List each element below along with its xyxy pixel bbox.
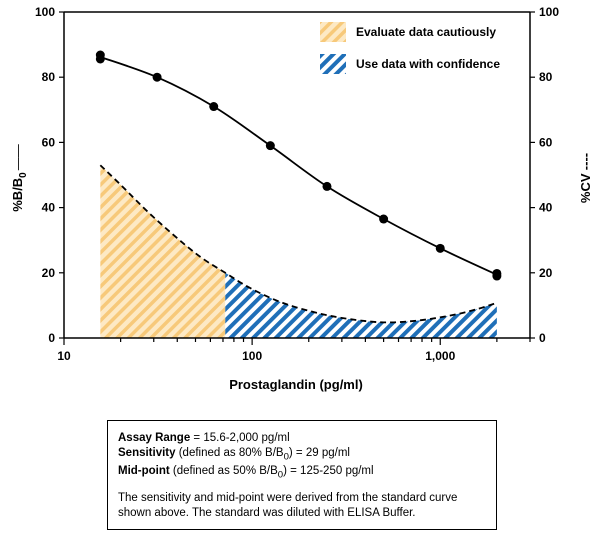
y2-axis-title-marker: ---- — [578, 153, 593, 170]
midpoint-label: Mid-point — [118, 465, 170, 478]
y-tick-label: 100 — [35, 5, 55, 19]
legend-swatch-1 — [320, 54, 346, 74]
axes: 0 0 20 20 40 40 60 60 80 80 100 100 10 100 1,000 — [35, 5, 559, 363]
y-axis-title-main: %B/B — [10, 178, 25, 212]
region-1 — [225, 272, 497, 338]
legend-label-0: Evaluate data cautiously — [356, 25, 496, 39]
data-points — [95, 50, 502, 281]
y-axis-title-marker: —— — [10, 144, 25, 170]
y2-tick-label: 40 — [539, 201, 553, 215]
standard-curve — [100, 56, 498, 276]
y-tick-label: 80 — [42, 70, 56, 84]
y-tick-label: 20 — [42, 266, 56, 280]
sensitivity-pre: (defined as 80% B/B — [175, 447, 284, 459]
sensitivity-sub: 0 — [283, 451, 289, 463]
x-tick-label: 1,000 — [425, 349, 455, 363]
data-point — [152, 72, 162, 82]
y-axis-title-left: %B/B0 —— — [10, 144, 29, 212]
y-axis-title-sub: 0 — [18, 172, 29, 178]
data-point — [265, 141, 275, 151]
midpoint-pre: (defined as 50% B/B — [169, 465, 278, 478]
y2-tick-label: 80 — [539, 70, 553, 84]
derivation-note: The sensitivity and mid-point were deriv… — [118, 491, 458, 519]
midpoint-line: Mid-point (defined as 50% B/B0) = 125-25… — [118, 464, 486, 482]
x-tick-label: 100 — [242, 349, 262, 363]
y2-tick-label: 0 — [539, 331, 546, 345]
sensitivity-line: Sensitivity (defined as 80% B/B0) = 29 p… — [118, 446, 486, 464]
region-0 — [100, 165, 226, 338]
x-axis-title: Prostaglandin (pg/ml) — [229, 377, 363, 392]
hatched-regions — [100, 165, 497, 338]
sensitivity-post: ) = 29 pg/ml — [288, 447, 350, 459]
y2-tick-label: 100 — [539, 5, 559, 19]
svg-text:%CV----: %CV ---- — [578, 153, 593, 203]
assay-info-box: Assay Range = 15.6-2,000 pg/ml Sensitivi… — [107, 420, 497, 530]
y-tick-label: 60 — [42, 135, 56, 149]
chart: 0 0 20 20 40 40 60 60 80 80 100 100 10 100 1,000 Evalu… — [10, 5, 593, 392]
assay-range-value: = 15.6-2,000 pg/ml — [190, 432, 290, 444]
x-tick-label: 10 — [57, 349, 71, 363]
data-point — [379, 214, 389, 224]
cv-dashed-line — [99, 164, 498, 324]
y2-tick-label: 20 — [539, 266, 553, 280]
assay-range-line: Assay Range = 15.6-2,000 pg/ml — [118, 431, 486, 446]
midpoint-post: ) = 125-250 pg/ml — [283, 465, 374, 478]
svg-text:%B/B0——: %B/B0 —— — [10, 144, 29, 212]
standard-curve-line — [100, 56, 498, 276]
sensitivity-label: Sensitivity — [118, 447, 176, 459]
y2-axis-title-main: %CV — [578, 173, 593, 203]
legend-label-1: Use data with confidence — [356, 57, 500, 71]
data-point — [95, 54, 105, 64]
y-tick-label: 40 — [42, 201, 56, 215]
assay-range-label: Assay Range — [118, 432, 191, 444]
legend: Evaluate data cautiously Use data with co… — [320, 22, 500, 74]
data-point — [492, 271, 502, 281]
legend-swatch-0 — [320, 22, 346, 42]
y-axis-title-right: %CV ---- — [578, 153, 593, 203]
midpoint-sub: 0 — [277, 469, 284, 481]
data-point — [209, 102, 219, 112]
y2-tick-label: 60 — [539, 135, 553, 149]
y-tick-label: 0 — [48, 331, 55, 345]
data-point — [322, 181, 332, 191]
cv-curve — [99, 164, 498, 324]
data-point — [435, 243, 445, 253]
